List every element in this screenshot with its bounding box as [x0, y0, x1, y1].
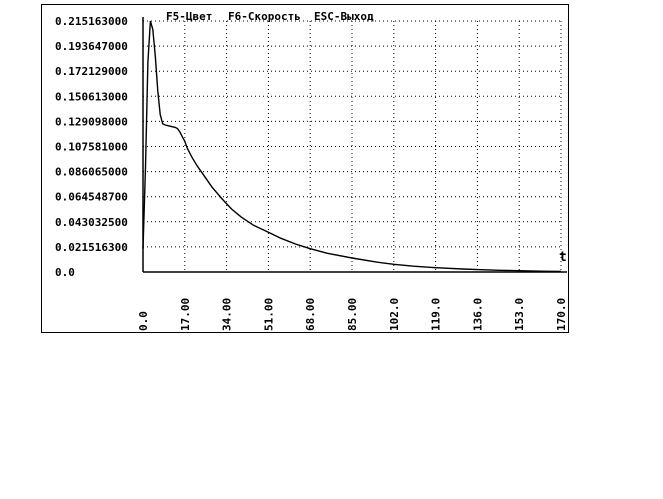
x-tick-label: 119.0	[430, 298, 443, 331]
x-tick-label: 153.0	[513, 298, 526, 331]
x-tick-label: 136.0	[471, 298, 484, 331]
y-tick-label: 0.0	[55, 266, 75, 279]
y-tick-labels: 0.0 0.021516300 0.043032500 0.064548700 0.08…	[55, 15, 128, 279]
y-tick-label: 0.172129000	[55, 65, 128, 78]
y-tick-label: 0.193647000	[55, 40, 128, 53]
x-tick-label: 170.0	[555, 298, 568, 331]
y-tick-label: 0.150613000	[55, 90, 128, 103]
y-tick-label: 0.107581000	[55, 141, 128, 154]
y-tick-label: 0.021516300	[55, 241, 128, 254]
grid	[143, 20, 562, 272]
x-tick-label: 68.00	[304, 298, 317, 331]
series	[142, 20, 562, 273]
y-tick-label: 0.064548700	[55, 191, 128, 204]
x-tick-label: 85.00	[346, 298, 359, 331]
plot-window: F5-Цвет F6-Скорость ESC-Выход 0.0 0.02151…	[41, 4, 569, 333]
x-tick-label: 0.0	[137, 311, 150, 331]
x-tick-label: 17.00	[179, 298, 192, 331]
y-tick-label: 0.129098000	[55, 115, 128, 128]
y-tick-label: 0.215163000	[55, 15, 128, 28]
x-tick-label: 51.00	[262, 298, 275, 331]
series-line	[142, 20, 562, 273]
y-tick-label: 0.086065000	[55, 166, 128, 179]
x-tick-label: 102.0	[388, 298, 401, 331]
y-tick-label: 0.043032500	[55, 216, 128, 229]
x-tick-labels: 0.0 17.00 34.00 51.00 68.00 85.00 102.0 119.0 13…	[137, 298, 568, 331]
chart: F5-Цвет F6-Скорость ESC-Выход 0.0 0.02151…	[55, 10, 568, 331]
axes	[142, 17, 567, 273]
menu-speed-key: F6-Скорость	[228, 10, 301, 23]
x-tick-label: 34.00	[221, 298, 234, 331]
menu-color-key: F5-Цвет	[166, 10, 212, 23]
x-axis-label: t	[559, 250, 567, 265]
menu-exit-key: ESC-Выход	[314, 10, 374, 23]
